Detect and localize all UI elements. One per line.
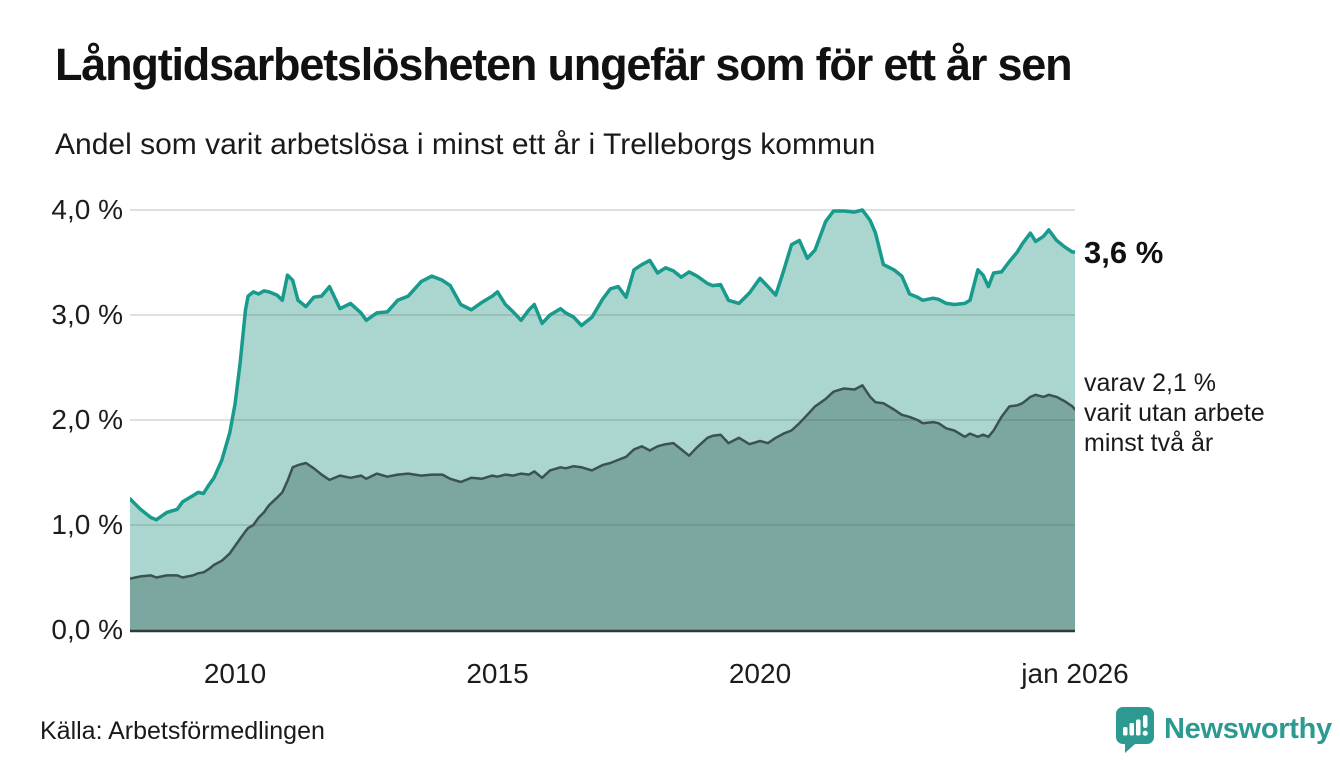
y-axis-tick: 4,0 % [51, 194, 123, 225]
secondary-series-label: varav 2,1 % varit utan arbete minst två … [1084, 369, 1265, 457]
y-axis-tick: 3,0 % [51, 299, 123, 330]
line-total [130, 208, 1075, 522]
y-axis-tick: 1,0 % [51, 509, 123, 540]
y-axis-tick: 2,0 % [51, 404, 123, 435]
x-axis-tick: 2010 [203, 658, 267, 689]
newsworthy-wordmark: Newsworthy [1164, 713, 1332, 745]
area-chart-plot [130, 208, 1075, 633]
chart-subtitle: Andel som varit arbetslösa i minst ett å… [55, 128, 876, 161]
x-axis-tick: jan 2026 [1021, 658, 1129, 689]
latest-value-label: 3,6 % [1084, 235, 1164, 270]
y-axis-tick: 0,0 % [51, 614, 123, 645]
source-attribution: Källa: Arbetsförmedlingen [40, 717, 325, 745]
x-axis-tick: 2015 [466, 658, 529, 689]
line-two-year [130, 384, 1075, 580]
newsworthy-logo: Newsworthy [1115, 706, 1332, 753]
newsworthy-bubble-icon [1116, 707, 1154, 753]
area-fill-two-year [130, 385, 1075, 630]
x-axis-tick: 2020 [728, 658, 792, 689]
page-title: Långtidsarbetslösheten ungefär som för e… [55, 39, 1073, 90]
